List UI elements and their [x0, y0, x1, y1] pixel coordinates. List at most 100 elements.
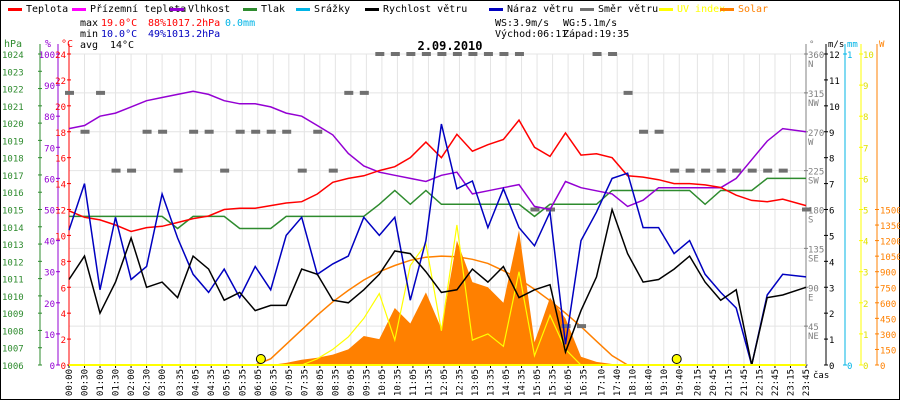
uv-tick-label-1: 9	[863, 82, 868, 92]
pressure-tick-label-3: 1021	[2, 103, 24, 113]
wind-direction-point-22	[406, 52, 416, 56]
temperature-tick-label-0: 24	[55, 51, 66, 61]
time-tick-label-9: 04:35	[207, 369, 217, 396]
legend-swatch-3	[243, 8, 257, 11]
wind-direction-point-10	[220, 168, 230, 173]
direction-compass-label-2: W	[808, 138, 814, 148]
time-tick-label-34: 17:10	[598, 369, 608, 396]
legend-label-3: Tlak	[261, 4, 285, 15]
time-tick-label-40: 20:15	[693, 369, 703, 396]
time-tick-label-0: 00:00	[65, 369, 75, 396]
temperature-tick-label-8: 8	[61, 258, 66, 268]
uv-tick-label-3: 7	[863, 144, 868, 154]
time-tick-label-32: 16:05	[564, 369, 574, 396]
humidity-tick-label-1: 90	[44, 82, 55, 92]
wind-direction-point-42	[716, 168, 726, 173]
pressure-tick-label-18: 1006	[2, 362, 24, 372]
humidity-tick-label-6: 40	[44, 238, 55, 248]
solar-tick-label-9: 150	[880, 346, 896, 356]
wind-direction-point-17	[328, 168, 338, 173]
wind-direction-point-39	[670, 168, 680, 173]
marker-sunrise	[255, 354, 266, 364]
time-tick-label-46: 23:15	[786, 369, 796, 396]
time-tick-label-35: 17:40	[613, 369, 623, 396]
time-tick-label-15: 07:35	[300, 369, 310, 396]
legend-label-8: UV index	[677, 4, 725, 15]
time-tick-label-38: 19:10	[660, 369, 670, 396]
humidity-tick-label-0: 100	[39, 51, 55, 61]
pressure-tick-label-17: 1007	[2, 345, 24, 355]
wind-direction-point-43	[732, 168, 742, 173]
rain-unit: mm	[847, 40, 858, 50]
temperature-tick-label-3: 18	[55, 129, 66, 139]
solar-tick-label-1: 1350	[880, 222, 900, 232]
wind-direction-point-30	[530, 207, 540, 212]
temperature-tick-label-12: 0	[61, 362, 66, 372]
wind-direction-point-20	[375, 52, 385, 56]
solar-tick-label-3: 1050	[880, 253, 900, 263]
legend-label-6: Náraz větru	[507, 3, 573, 15]
wind-direction-point-19	[359, 90, 369, 95]
temperature-tick-label-4: 16	[55, 155, 66, 165]
time-tick-label-39: 19:40	[675, 369, 685, 396]
uv-tick-label-8: 2	[863, 300, 868, 310]
time-tick-label-4: 02:00	[127, 369, 137, 396]
temperature-tick-label-6: 12	[55, 207, 66, 217]
temperature-tick-label-7: 10	[55, 232, 66, 242]
time-tick-label-10: 05:05	[223, 369, 233, 396]
wind-direction-point-34	[592, 52, 602, 56]
time-tick-label-43: 21:45	[740, 369, 750, 396]
time-tick-label-29: 14:35	[518, 369, 528, 396]
direction-unit: °	[809, 40, 814, 50]
time-tick-label-3: 01:30	[112, 369, 122, 396]
solar-tick-label-10: 0	[880, 362, 885, 372]
direction-tick-label-4: 180	[808, 207, 824, 217]
legend-label-1: Přízemní teplota	[90, 3, 186, 15]
wind-tick-label-3: 9	[829, 129, 834, 139]
wind-direction-point-2	[96, 90, 106, 95]
wind-direction-point-26	[468, 52, 478, 56]
time-tick-label-31: 15:35	[549, 369, 559, 396]
wind-direction-point-15	[297, 168, 307, 173]
rain-tick-label-0: 1	[847, 51, 852, 61]
time-tick-label-36: 18:10	[629, 369, 639, 396]
solar-unit: W	[879, 40, 885, 50]
solar-tick-label-4: 900	[880, 269, 896, 279]
wind-direction-point-1	[80, 129, 90, 134]
wind-direction-point-12	[251, 129, 261, 134]
stat-wind-gust: WG:5.1m/s	[563, 18, 617, 29]
uv-tick-label-2: 8	[863, 113, 868, 123]
stat-max-hum: 88%	[148, 18, 166, 29]
humidity-tick-label-8: 20	[44, 300, 55, 310]
wind-tick-label-1: 11	[829, 77, 840, 87]
direction-compass-label-3: SW	[808, 177, 819, 187]
legend-swatch-4	[296, 8, 310, 11]
time-tick-label-25: 12:35	[455, 369, 465, 396]
legend-label-2: Vlhkost	[188, 4, 230, 15]
time-tick-label-47: 23:45	[802, 369, 812, 396]
pressure-tick-label-4: 1020	[2, 120, 24, 130]
wind-tick-label-5: 7	[829, 181, 834, 191]
time-tick-label-33: 16:35	[580, 369, 590, 396]
uv-tick-label-4: 6	[863, 175, 868, 185]
uv-tick-label-0: 10	[863, 51, 874, 61]
uv-tick-label-5: 5	[863, 207, 868, 217]
pressure-tick-label-8: 1016	[2, 189, 24, 199]
time-tick-label-28: 14:05	[502, 369, 512, 396]
pressure-tick-label-2: 1022	[2, 86, 24, 96]
direction-tick-label-5: 135	[808, 245, 824, 255]
stat-sunset: Západ:19:35	[563, 28, 629, 40]
direction-tick-label-0: 360	[808, 51, 824, 61]
stat-min-press: 1013.2hPa	[166, 29, 220, 40]
wind-direction-point-0	[65, 90, 74, 95]
series-gust-line	[68, 123, 807, 366]
direction-compass-label-4: S	[808, 216, 813, 226]
wind-tick-label-7: 5	[829, 232, 834, 242]
direction-compass-label-6: E	[808, 293, 813, 303]
time-tick-label-20: 10:05	[378, 369, 388, 396]
stat-max-label: max	[80, 18, 98, 29]
time-tick-label-37: 18:40	[644, 369, 654, 396]
legend-swatch-8	[659, 8, 673, 11]
legend-label-5: Rychlost větru	[383, 3, 467, 15]
wind-direction-point-25	[452, 52, 462, 56]
